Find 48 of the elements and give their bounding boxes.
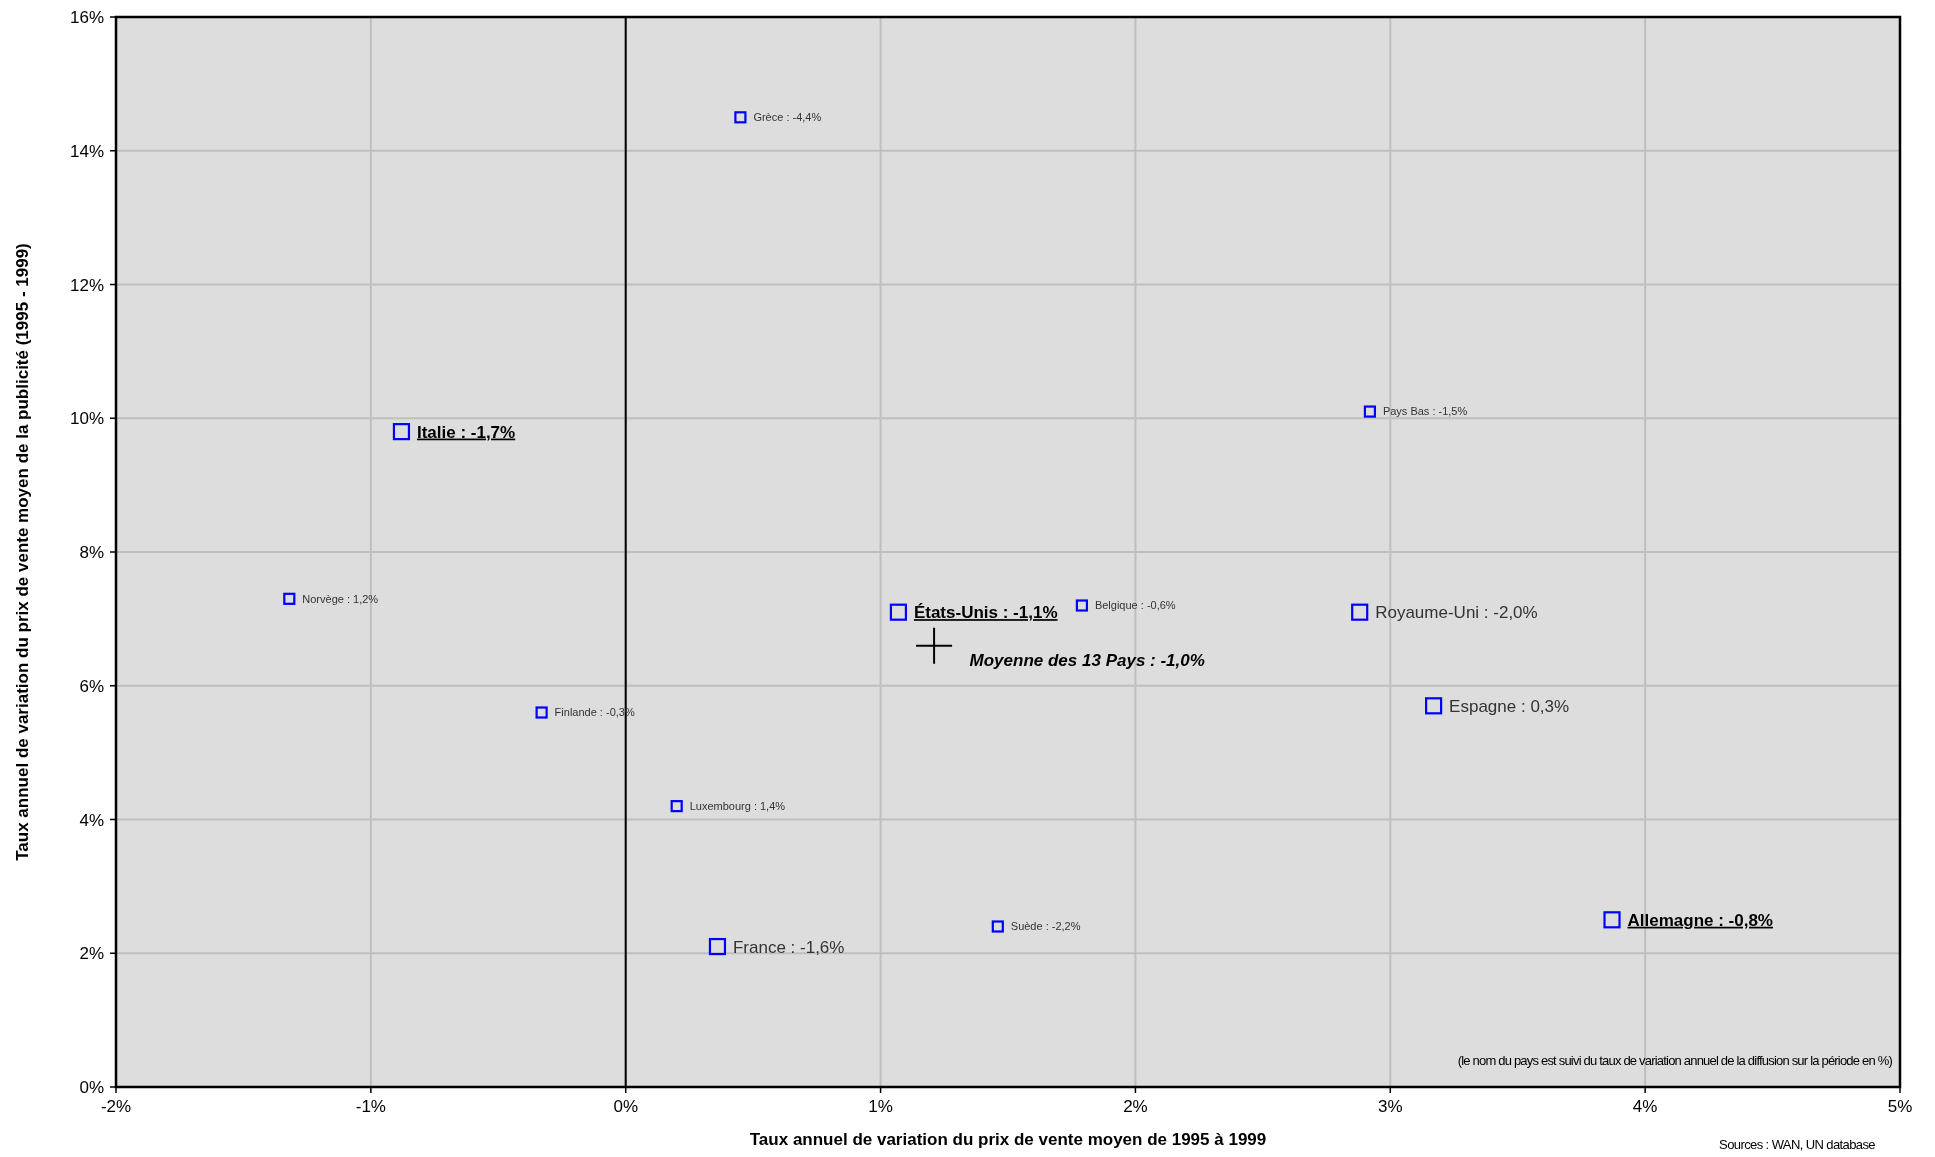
point (1363, 405, 1376, 418)
annotation: Suède : -2,2% (1010, 920, 1081, 933)
y-tick-label: 2% (79, 944, 104, 964)
annotation: États-Unis : -1,1% (913, 603, 1058, 623)
y-tick-label: 12% (69, 275, 104, 295)
x-tick-label: 5% (1887, 1097, 1913, 1116)
point (734, 111, 747, 124)
annotation: Italie : -1,7% (416, 422, 516, 442)
point (1075, 599, 1089, 612)
annotation: Belgique : -0,6% (1094, 599, 1176, 612)
point (1425, 697, 1443, 715)
y-tick-label: 16% (69, 8, 104, 27)
y-tick-label: 0% (79, 1078, 104, 1097)
point (283, 592, 296, 605)
y-tick-label: 14% (69, 141, 104, 161)
point (916, 627, 953, 664)
y-tick-label: 6% (79, 676, 104, 696)
annotation: Pays Bas : -1,5% (1382, 405, 1468, 418)
y-tick-label: 4% (79, 810, 104, 830)
annotation: Moyenne des 13 Pays : -1,0% (969, 650, 1205, 670)
y-axis-title: Taux annuel de variation du prix de vente moyen de la publicité (1995 - 1999) (13, 243, 32, 861)
x-tick-label: 2% (1123, 1097, 1148, 1116)
point (708, 937, 727, 956)
y-tick-label: 10% (69, 409, 104, 429)
point (1603, 911, 1621, 929)
annotation: Grèce : -4,4% (753, 111, 822, 124)
point (392, 423, 411, 441)
annotation: France : -1,6% (732, 937, 845, 957)
x-tick-label: -1% (355, 1097, 386, 1116)
annotation: Luxembourg : 1,4% (689, 799, 786, 812)
x-tick-label: 4% (1632, 1097, 1658, 1116)
annotation: Royaume-Uni : -2,0% (1375, 603, 1538, 623)
x-axis-title: Taux annuel de variation du prix de vente moyen de 1995 à 1999 (749, 1130, 1267, 1149)
x-tick-label: 1% (868, 1097, 893, 1116)
annotation: Allemagne : -0,8% (1627, 910, 1774, 930)
source-note: Sources : WAN, UN database (1719, 1137, 1876, 1152)
point (535, 706, 548, 719)
point (1351, 603, 1369, 621)
annotation: Espagne : 0,3% (1449, 696, 1570, 716)
x-tick-label: 0% (613, 1097, 638, 1116)
point (889, 603, 908, 621)
annotation: (le nom du pays est suivi du taux de variation annuel de la diffusion sur la période en %) (1457, 1053, 1893, 1068)
x-tick-label: -2% (100, 1097, 132, 1116)
x-tick-label: 3% (1378, 1097, 1403, 1116)
annotation: Norvège : 1,2% (302, 592, 379, 605)
y-tick-label: 8% (79, 543, 104, 562)
point (670, 800, 683, 813)
point (991, 920, 1004, 933)
